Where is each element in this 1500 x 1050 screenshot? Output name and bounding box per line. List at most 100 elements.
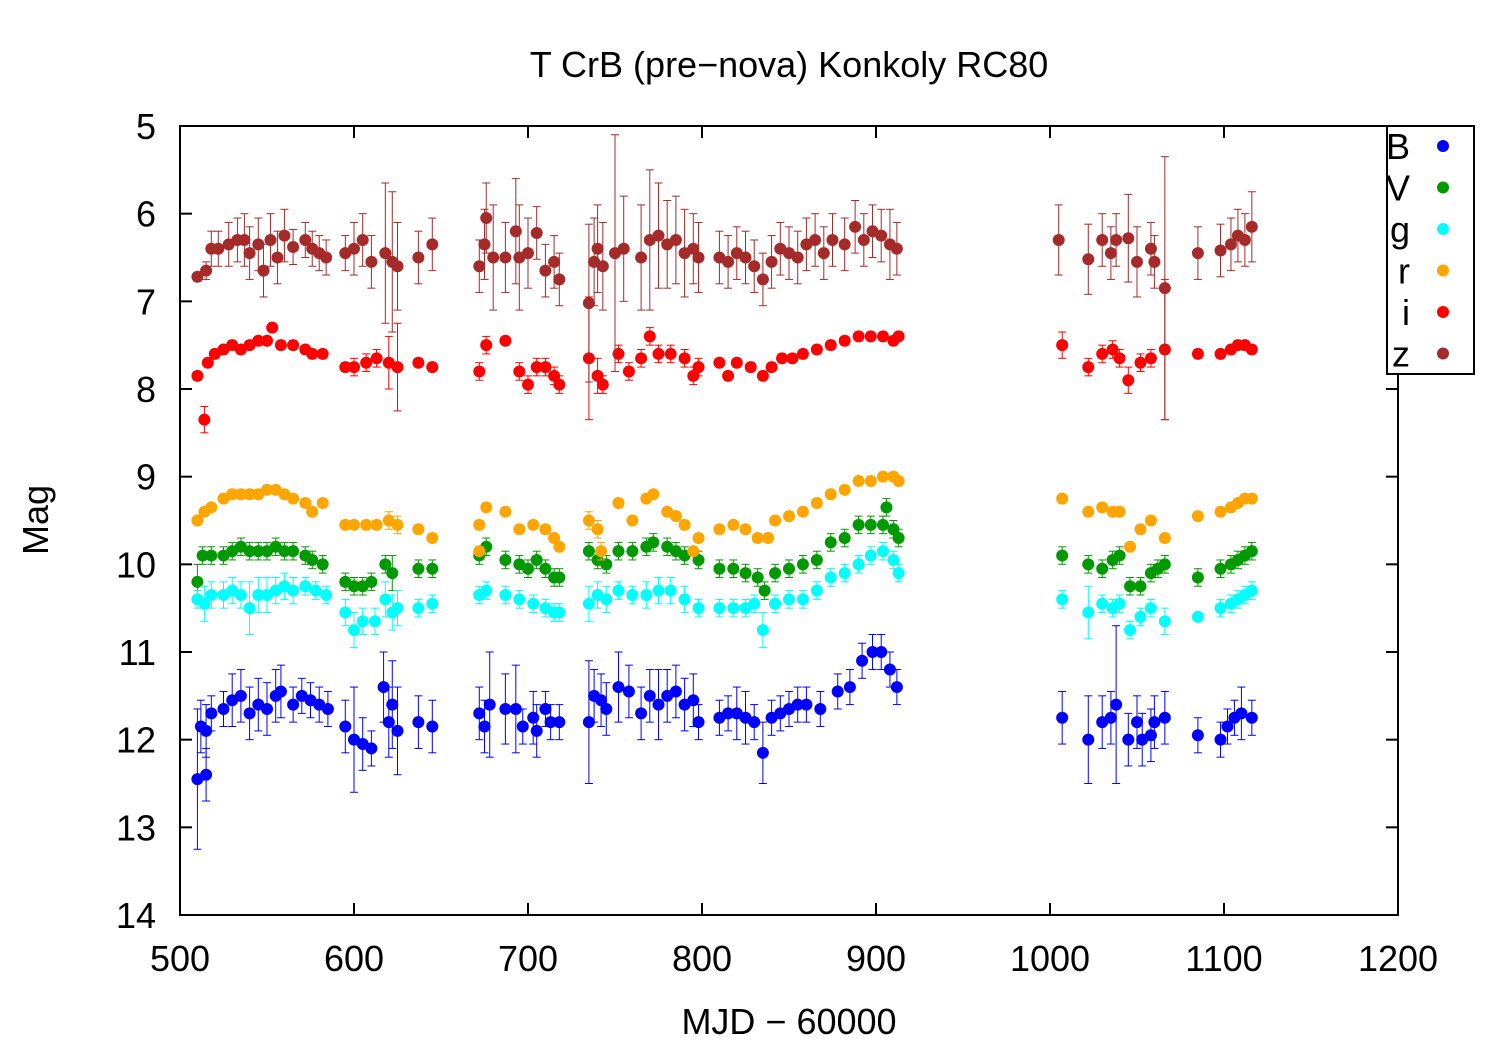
data-point bbox=[800, 698, 813, 711]
data-point bbox=[824, 571, 837, 584]
data-point bbox=[1122, 232, 1135, 245]
legend-label-i: i bbox=[1402, 292, 1410, 333]
data-point bbox=[748, 716, 761, 729]
data-point bbox=[499, 505, 512, 518]
data-point bbox=[892, 532, 905, 545]
data-point bbox=[234, 488, 247, 501]
data-point bbox=[809, 233, 822, 246]
data-point bbox=[713, 523, 726, 536]
data-point bbox=[635, 707, 648, 720]
data-point bbox=[356, 233, 369, 246]
data-point bbox=[548, 532, 561, 545]
data-point bbox=[348, 624, 360, 637]
x-tick-label: 800 bbox=[672, 938, 732, 979]
data-point bbox=[348, 580, 360, 593]
data-point bbox=[748, 260, 761, 273]
data-point bbox=[626, 589, 639, 602]
data-point bbox=[751, 532, 764, 545]
data-point bbox=[1245, 343, 1258, 356]
data-point bbox=[287, 492, 300, 505]
series-r bbox=[191, 470, 1258, 561]
data-point bbox=[391, 361, 404, 374]
data-point bbox=[553, 378, 566, 391]
data-point bbox=[582, 597, 595, 610]
data-point bbox=[796, 558, 809, 571]
data-point bbox=[810, 496, 823, 509]
data-point bbox=[1082, 505, 1095, 518]
y-tick-label: 5 bbox=[136, 106, 156, 147]
data-point bbox=[875, 229, 888, 242]
data-point bbox=[299, 496, 312, 509]
data-point bbox=[852, 330, 865, 343]
data-point bbox=[278, 229, 291, 242]
data-point bbox=[838, 334, 851, 347]
data-point bbox=[426, 361, 439, 374]
data-point bbox=[499, 553, 512, 566]
data-point bbox=[200, 724, 213, 737]
data-point bbox=[379, 593, 392, 606]
data-point bbox=[1214, 602, 1227, 615]
data-point bbox=[200, 264, 213, 277]
data-point bbox=[1191, 247, 1204, 260]
data-point bbox=[612, 545, 625, 558]
data-point bbox=[596, 378, 609, 391]
data-point bbox=[810, 553, 823, 566]
data-point bbox=[499, 702, 512, 715]
data-point bbox=[600, 558, 613, 571]
data-point bbox=[664, 584, 677, 597]
data-point bbox=[864, 475, 877, 488]
data-point bbox=[769, 514, 782, 527]
data-point bbox=[622, 365, 635, 378]
data-point bbox=[739, 523, 752, 536]
data-point bbox=[553, 716, 566, 729]
series-B bbox=[191, 625, 1258, 850]
y-tick-label: 12 bbox=[116, 720, 156, 761]
series-z bbox=[191, 134, 1258, 421]
data-point bbox=[796, 505, 809, 518]
data-point bbox=[527, 597, 540, 610]
data-point bbox=[582, 716, 595, 729]
data-point bbox=[513, 523, 526, 536]
data-point bbox=[1096, 562, 1109, 575]
data-point bbox=[217, 702, 230, 715]
data-point bbox=[243, 602, 256, 615]
data-point bbox=[582, 297, 595, 310]
data-point bbox=[1113, 505, 1126, 518]
data-point bbox=[765, 361, 778, 374]
data-point bbox=[664, 347, 677, 360]
data-point bbox=[1082, 558, 1095, 571]
data-point bbox=[339, 361, 352, 374]
data-point bbox=[1096, 501, 1109, 514]
legend-label-B: B bbox=[1386, 126, 1410, 167]
data-point bbox=[1214, 562, 1227, 575]
data-point bbox=[824, 536, 837, 549]
data-point bbox=[391, 260, 404, 273]
legend-marker-r bbox=[1437, 264, 1449, 277]
data-point bbox=[852, 518, 865, 531]
data-point bbox=[687, 694, 700, 707]
data-point bbox=[530, 361, 543, 374]
data-point bbox=[786, 352, 799, 365]
data-point bbox=[643, 330, 656, 343]
data-point bbox=[478, 720, 491, 733]
data-point bbox=[553, 540, 566, 553]
data-point bbox=[727, 518, 740, 531]
data-point bbox=[548, 369, 561, 382]
data-point bbox=[669, 685, 682, 698]
data-point bbox=[826, 233, 839, 246]
data-point bbox=[379, 247, 392, 260]
data-point bbox=[678, 593, 691, 606]
data-point bbox=[473, 518, 486, 531]
data-point bbox=[678, 518, 691, 531]
data-point bbox=[191, 270, 204, 283]
data-point bbox=[876, 545, 889, 558]
data-point bbox=[539, 361, 552, 374]
data-point bbox=[365, 575, 378, 588]
legend-label-r: r bbox=[1398, 251, 1410, 292]
data-point bbox=[727, 602, 740, 615]
legend-marker-z bbox=[1437, 347, 1449, 360]
data-point bbox=[205, 707, 218, 720]
data-point bbox=[612, 584, 625, 597]
data-point bbox=[864, 518, 877, 531]
data-point bbox=[196, 549, 209, 562]
